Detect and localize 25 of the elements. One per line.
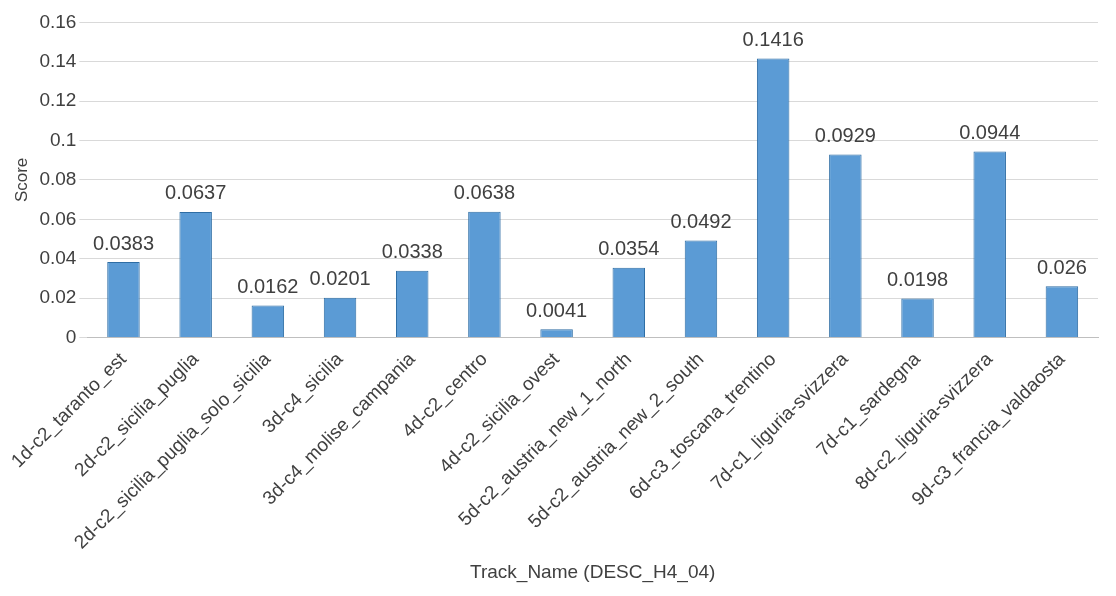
- y-tick-label: 0.06: [39, 207, 77, 229]
- data-label: 0.0383: [92, 231, 155, 254]
- y-tick-label: 0.16: [39, 10, 77, 32]
- y-tick-label: 0: [65, 325, 77, 347]
- data-label: 0.0201: [309, 267, 371, 290]
- y-tick-label: 0.04: [39, 246, 77, 268]
- data-label: 0.0638: [453, 181, 515, 204]
- y-axis-title: Score: [11, 157, 31, 203]
- x-axis-title: Track_Name (DESC_H4_04): [470, 560, 716, 583]
- data-label: 0.0162: [237, 275, 299, 298]
- data-label: 0.1416: [742, 28, 804, 51]
- y-tick-label: 0.14: [39, 50, 77, 72]
- data-label: 0.0492: [670, 210, 732, 233]
- data-label: 0.0338: [381, 240, 443, 263]
- data-label: 0.0041: [526, 298, 588, 321]
- data-label: 0.026: [1036, 255, 1087, 278]
- data-label: 0.0944: [959, 121, 1021, 144]
- data-label: 0.0637: [165, 181, 227, 204]
- y-tick-label: 0.08: [39, 168, 77, 190]
- y-tick-label: 0.12: [39, 89, 77, 111]
- data-label: 0.0354: [598, 237, 660, 260]
- data-label: 0.0198: [886, 267, 949, 290]
- y-tick-label: 0.1: [49, 128, 77, 150]
- y-tick-label: 0.02: [39, 286, 77, 308]
- data-label: 0.0929: [814, 124, 876, 147]
